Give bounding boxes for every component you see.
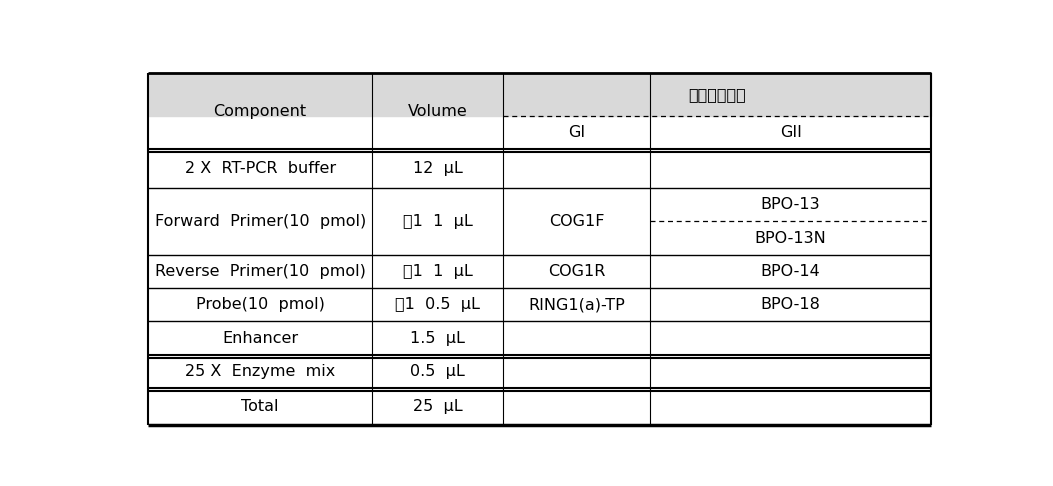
Text: RING1(a)-TP: RING1(a)-TP bbox=[528, 297, 624, 312]
Text: Probe(10  pmol): Probe(10 pmol) bbox=[196, 297, 324, 312]
Text: BPO-13N: BPO-13N bbox=[755, 230, 827, 245]
Text: Enhancer: Enhancer bbox=[222, 330, 298, 346]
Text: BPO-18: BPO-18 bbox=[760, 297, 820, 312]
Text: 12  μL: 12 μL bbox=[413, 161, 462, 176]
Text: 0.5  μL: 0.5 μL bbox=[411, 364, 465, 379]
Text: Reverse  Primer(10  pmol): Reverse Primer(10 pmol) bbox=[155, 264, 365, 279]
Text: 쉘1  1  μL: 쉘1 1 μL bbox=[403, 264, 473, 279]
Text: 노로바이러스: 노로바이러스 bbox=[689, 87, 746, 102]
Polygon shape bbox=[147, 73, 932, 116]
Text: COG1R: COG1R bbox=[548, 264, 605, 279]
Text: Volume: Volume bbox=[408, 104, 468, 119]
Text: GII: GII bbox=[779, 125, 801, 140]
Text: Total: Total bbox=[241, 399, 279, 414]
Text: 25 X  Enzyme  mix: 25 X Enzyme mix bbox=[185, 364, 335, 379]
Text: BPO-14: BPO-14 bbox=[760, 264, 820, 279]
Text: 2 X  RT-PCR  buffer: 2 X RT-PCR buffer bbox=[184, 161, 336, 176]
Text: COG1F: COG1F bbox=[549, 214, 604, 229]
Text: 쉘1  1  μL: 쉘1 1 μL bbox=[403, 214, 473, 229]
Text: Component: Component bbox=[214, 104, 306, 119]
Text: 25  μL: 25 μL bbox=[413, 399, 462, 414]
Text: Forward  Primer(10  pmol): Forward Primer(10 pmol) bbox=[155, 214, 365, 229]
Text: BPO-13: BPO-13 bbox=[761, 197, 820, 212]
Text: GI: GI bbox=[568, 125, 585, 140]
Text: 1.5  μL: 1.5 μL bbox=[411, 330, 465, 346]
Text: 쉘1  0.5  μL: 쉘1 0.5 μL bbox=[395, 297, 480, 312]
